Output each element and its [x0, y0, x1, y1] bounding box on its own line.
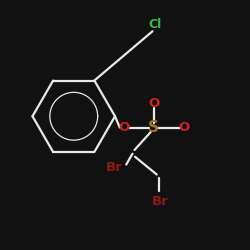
- Text: S: S: [148, 120, 159, 135]
- Text: O: O: [178, 121, 190, 134]
- Text: Cl: Cl: [148, 18, 162, 32]
- Text: Br: Br: [106, 161, 122, 174]
- Text: Br: Br: [152, 195, 168, 208]
- Text: O: O: [148, 97, 160, 110]
- Text: O: O: [118, 121, 130, 134]
